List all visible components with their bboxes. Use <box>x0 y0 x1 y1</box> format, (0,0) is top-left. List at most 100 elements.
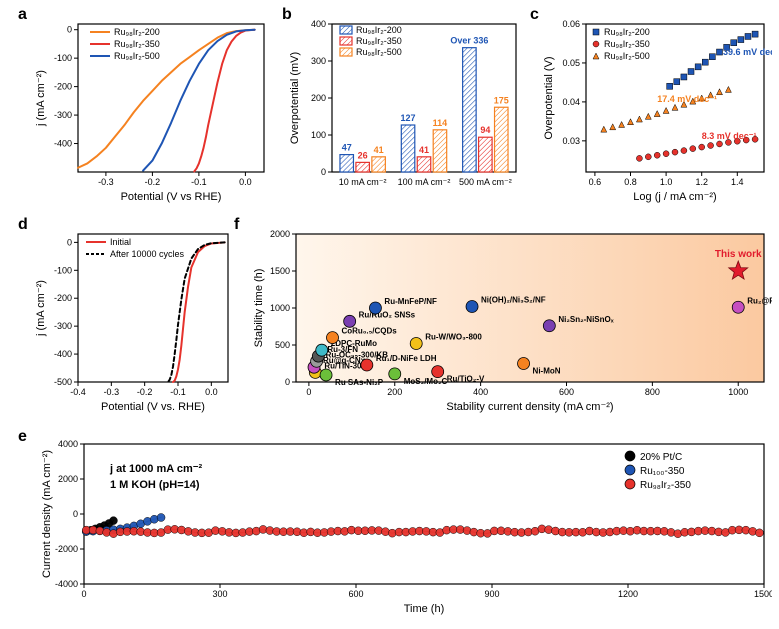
svg-text:26: 26 <box>358 150 368 160</box>
svg-text:Over 336: Over 336 <box>450 36 488 46</box>
svg-text:1500: 1500 <box>270 266 290 276</box>
svg-text:200: 200 <box>387 387 402 397</box>
svg-text:1.4: 1.4 <box>731 177 744 187</box>
svg-text:1000: 1000 <box>728 387 748 397</box>
svg-text:Stability current density (mA: Stability current density (mA cm⁻²) <box>446 401 613 413</box>
svg-text:1500: 1500 <box>754 589 772 599</box>
svg-text:0.04: 0.04 <box>562 97 580 107</box>
svg-text:Ru₉₈Ir₂-200: Ru₉₈Ir₂-200 <box>604 27 650 37</box>
svg-text:Stability time (h): Stability time (h) <box>253 269 265 348</box>
chart-d: -0.4-0.3-0.2-0.10.0-500-400-300-200-1000… <box>30 222 236 422</box>
svg-text:CoRu₀.₅/CQDs: CoRu₀.₅/CQDs <box>341 327 397 336</box>
svg-text:1.2: 1.2 <box>695 177 708 187</box>
svg-text:Ru₉₈Ir₂-350: Ru₉₈Ir₂-350 <box>640 480 691 491</box>
svg-text:1 M KOH (pH=14): 1 M KOH (pH=14) <box>110 479 200 491</box>
svg-text:0.06: 0.06 <box>562 19 580 29</box>
svg-text:MoS₂/Mo₂C: MoS₂/Mo₂C <box>404 377 448 386</box>
svg-text:0.03: 0.03 <box>562 136 580 146</box>
svg-text:114: 114 <box>433 118 448 128</box>
svg-text:-200: -200 <box>54 82 72 92</box>
svg-text:Ni(OH)₂/Ni₃S₂/NF: Ni(OH)₂/Ni₃S₂/NF <box>481 296 546 305</box>
svg-text:0.05: 0.05 <box>562 58 580 68</box>
svg-text:600: 600 <box>348 589 363 599</box>
svg-text:-0.2: -0.2 <box>137 387 153 397</box>
svg-text:-300: -300 <box>54 110 72 120</box>
panel-letter-e: e <box>18 428 27 446</box>
svg-text:0: 0 <box>73 509 78 519</box>
chart-a: -0.3-0.2-0.10.0-400-300-200-1000Potentia… <box>30 12 272 212</box>
svg-text:-0.1: -0.1 <box>191 177 207 187</box>
svg-text:47: 47 <box>342 143 352 153</box>
svg-text:1.0: 1.0 <box>660 177 673 187</box>
svg-text:1000: 1000 <box>270 303 290 313</box>
svg-text:-400: -400 <box>54 349 72 359</box>
svg-text:j (mA cm⁻²): j (mA cm⁻²) <box>35 280 47 337</box>
svg-text:100: 100 <box>311 130 326 140</box>
svg-text:600: 600 <box>559 387 574 397</box>
svg-text:After 10000 cycles: After 10000 cycles <box>110 249 185 259</box>
svg-text:-0.3: -0.3 <box>104 387 120 397</box>
svg-text:-2000: -2000 <box>55 544 78 554</box>
svg-text:Ru SAs-Ni₂P: Ru SAs-Ni₂P <box>335 378 384 387</box>
svg-text:Potential (V vs RHE): Potential (V vs RHE) <box>121 191 222 203</box>
svg-text:500 mA cm⁻²: 500 mA cm⁻² <box>459 177 512 187</box>
svg-text:20% Pt/C: 20% Pt/C <box>640 452 682 463</box>
svg-text:Overpotential (mV): Overpotential (mV) <box>289 52 301 144</box>
svg-text:300: 300 <box>311 56 326 66</box>
svg-text:300: 300 <box>212 589 227 599</box>
svg-text:Ru₉₈Ir₂-350: Ru₉₈Ir₂-350 <box>114 39 160 49</box>
svg-text:Overpotential (V): Overpotential (V) <box>543 56 555 139</box>
svg-text:127: 127 <box>401 113 416 123</box>
svg-text:-100: -100 <box>54 265 72 275</box>
svg-text:2000: 2000 <box>270 229 290 239</box>
svg-text:Potential (V vs. RHE): Potential (V vs. RHE) <box>101 401 205 413</box>
svg-text:-400: -400 <box>54 139 72 149</box>
svg-text:0.0: 0.0 <box>205 387 218 397</box>
svg-text:Ru₉₈Ir₂-500: Ru₉₈Ir₂-500 <box>356 47 402 57</box>
svg-text:1200: 1200 <box>618 589 638 599</box>
svg-text:0: 0 <box>285 377 290 387</box>
svg-text:Ru/TiO₂-V: Ru/TiO₂-V <box>447 375 485 384</box>
svg-text:-0.2: -0.2 <box>145 177 161 187</box>
svg-text:-0.1: -0.1 <box>170 387 186 397</box>
svg-text:Ru₉₈Ir₂-200: Ru₉₈Ir₂-200 <box>114 27 160 37</box>
chart-f: 020040060080010000500100015002000Stabili… <box>248 222 772 422</box>
svg-text:800: 800 <box>645 387 660 397</box>
svg-text:0: 0 <box>67 237 72 247</box>
svg-text:Ni-MoN: Ni-MoN <box>533 367 561 376</box>
svg-text:0: 0 <box>306 387 311 397</box>
svg-text:Ru₂@FeCo-LDH: Ru₂@FeCo-LDH <box>747 296 772 305</box>
svg-text:-4000: -4000 <box>55 579 78 589</box>
svg-text:Log (j / mA cm⁻²): Log (j / mA cm⁻²) <box>633 191 716 203</box>
svg-text:10 mA cm⁻²: 10 mA cm⁻² <box>339 177 387 187</box>
panel-letter-d: d <box>18 216 28 234</box>
svg-text:-200: -200 <box>54 293 72 303</box>
svg-text:94: 94 <box>480 125 490 135</box>
svg-text:500: 500 <box>275 340 290 350</box>
svg-text:Ru₉₈Ir₂-500: Ru₉₈Ir₂-500 <box>604 51 650 61</box>
svg-text:Ru₉₈Ir₂-350: Ru₉₈Ir₂-350 <box>604 39 650 49</box>
svg-text:Initial: Initial <box>110 237 131 247</box>
svg-text:0: 0 <box>81 589 86 599</box>
svg-text:j at 1000 mA cm⁻²: j at 1000 mA cm⁻² <box>109 463 203 475</box>
panel-letter-a: a <box>18 6 27 24</box>
chart-b: 0100200300400Overpotential (mV)47264110 … <box>286 12 524 212</box>
svg-text:17.4 mV dec⁻¹: 17.4 mV dec⁻¹ <box>657 94 717 104</box>
svg-text:0.8: 0.8 <box>624 177 637 187</box>
svg-text:4000: 4000 <box>58 439 78 449</box>
svg-text:Ru-MnFeP/NF: Ru-MnFeP/NF <box>384 297 437 306</box>
svg-text:400: 400 <box>311 19 326 29</box>
svg-text:200: 200 <box>311 93 326 103</box>
chart-e: 030060090012001500-4000-2000020004000Tim… <box>30 432 772 624</box>
svg-text:Ru₉₈Ir₂-200: Ru₉₈Ir₂-200 <box>356 25 402 35</box>
svg-text:Time (h): Time (h) <box>404 603 445 615</box>
svg-text:Ru₁₀₀-350: Ru₁₀₀-350 <box>640 466 685 477</box>
svg-text:-100: -100 <box>54 53 72 63</box>
svg-text:0.6: 0.6 <box>589 177 602 187</box>
svg-text:This work: This work <box>715 249 762 260</box>
svg-text:j (mA cm⁻²): j (mA cm⁻²) <box>35 70 47 127</box>
svg-text:Ni₂Sn₂-NiSnOₓ: Ni₂Sn₂-NiSnOₓ <box>558 315 613 324</box>
svg-text:8.3 mV dec⁻¹: 8.3 mV dec⁻¹ <box>702 131 757 141</box>
svg-text:0: 0 <box>321 167 326 177</box>
svg-text:2000: 2000 <box>58 474 78 484</box>
